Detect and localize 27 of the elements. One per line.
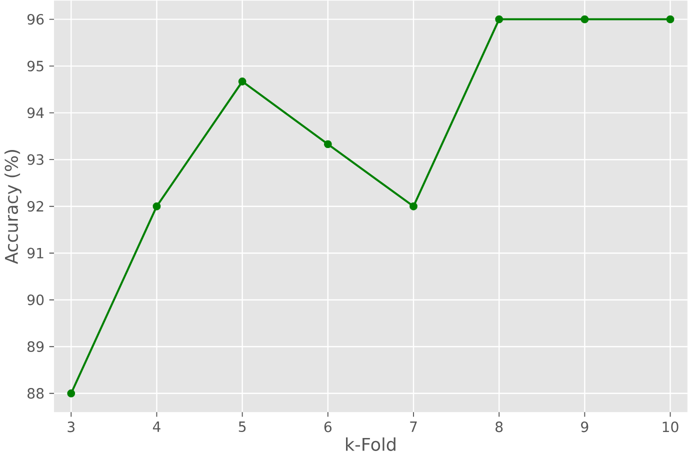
x-tick-label: 6 [324, 421, 332, 432]
y-tick-label: 91 [27, 248, 44, 258]
x-axis-title: k-Fold [346, 437, 396, 451]
y-tick-label: 92 [27, 200, 44, 212]
y-tick-label: 89 [28, 341, 44, 352]
x-tick-label: 7 [410, 421, 417, 432]
x-tick-label: 8 [496, 421, 503, 432]
x-tick-label: 3 [68, 421, 74, 432]
y-tick-label: 94 [27, 107, 44, 118]
y-axis-title: Accuracy (%) [4, 150, 22, 264]
point [238, 77, 246, 86]
x-tick-label: 10 [662, 421, 678, 432]
y-tick-label: 90 [27, 294, 44, 305]
x-tick-label: 5 [238, 421, 246, 432]
y-tick-label: 88 [28, 388, 44, 398]
point [152, 202, 161, 210]
y-tick-label: 96 [27, 14, 44, 24]
point [495, 15, 504, 24]
point [580, 15, 589, 24]
y-tick-label: 93 [27, 154, 44, 165]
x-tick-label: 4 [152, 421, 160, 432]
point [324, 140, 332, 148]
point [666, 15, 674, 24]
x-tick-label: 9 [581, 421, 588, 432]
point [410, 202, 418, 210]
y-tick-label: 95 [27, 60, 44, 72]
point [67, 389, 76, 398]
